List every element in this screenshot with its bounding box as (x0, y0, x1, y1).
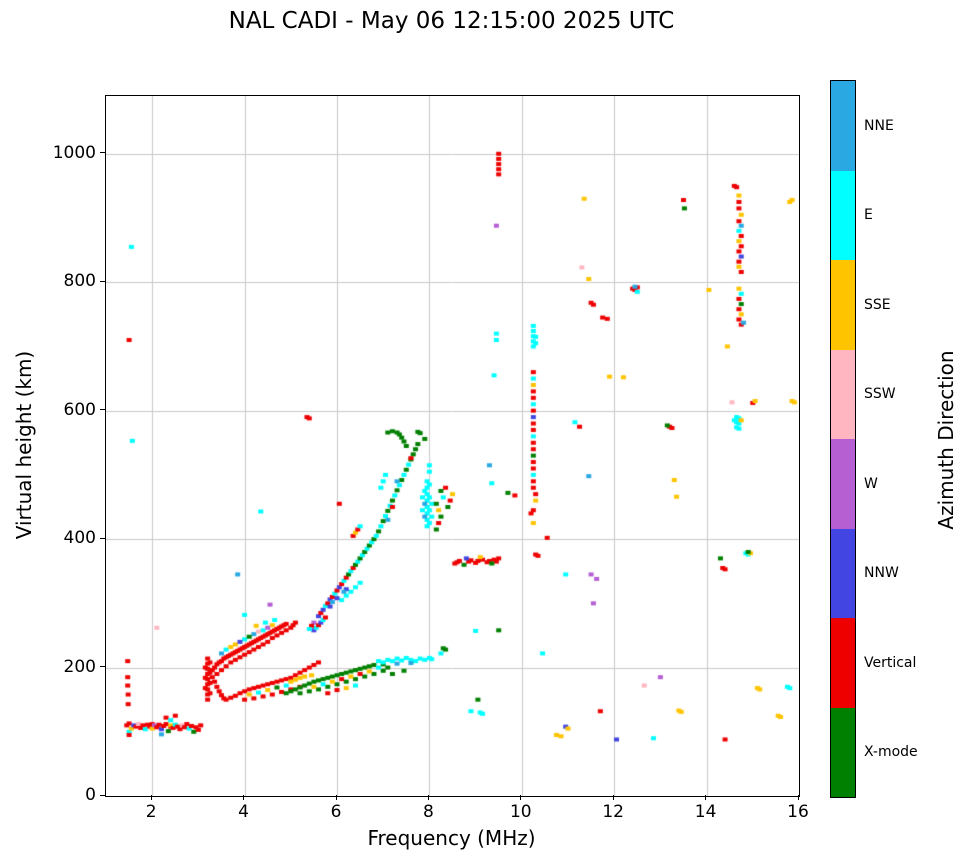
x-tick-label: 14 (694, 802, 717, 822)
colorbar-tick-label: Vertical (864, 654, 917, 671)
chart-title: NAL CADI - May 06 12:15:00 2025 UTC (228, 8, 675, 34)
x-tick-label: 10 (509, 802, 532, 822)
x-tick-label: 8 (422, 802, 434, 822)
y-tick-label: 600 (63, 399, 96, 420)
x-tick-mark (335, 795, 337, 800)
x-tick-label: 6 (330, 802, 342, 822)
colorbar-tick-label: SSW (864, 386, 896, 403)
x-tick-mark (612, 795, 614, 800)
plot-area (105, 95, 800, 797)
y-tick-mark (100, 537, 105, 539)
colorbar-segment-ssw (831, 349, 855, 439)
x-axis-label: Frequency (MHz) (367, 826, 536, 850)
y-axis-label: Virtual height (km) (12, 350, 36, 540)
x-tick-mark (705, 795, 707, 800)
y-tick-label: 0 (85, 785, 96, 805)
colorbar-segment-x-mode (831, 707, 855, 797)
colorbar-segment-nne (831, 81, 855, 171)
colorbar-segment-w (831, 439, 855, 529)
x-tick-label: 12 (602, 802, 625, 822)
colorbar-axis-label: Azimuth Direction (934, 350, 958, 530)
y-tick-mark (100, 280, 105, 282)
y-tick-mark (100, 794, 105, 796)
colorbar-segment-nnw (831, 528, 855, 618)
colorbar-tick-label: NNE (864, 117, 894, 134)
colorbar-tick-label: W (864, 475, 878, 492)
colorbar-tick-label: NNW (864, 565, 899, 582)
colorbar-tick-label: SSE (864, 296, 891, 313)
y-tick-mark (100, 666, 105, 668)
x-tick-mark (520, 795, 522, 800)
x-tick-mark (797, 795, 799, 800)
colorbar-segment-e (831, 170, 855, 260)
x-tick-mark (243, 795, 245, 800)
colorbar-tick-label: X-mode (864, 744, 918, 761)
x-tick-label: 16 (787, 802, 809, 822)
y-tick-label: 400 (63, 528, 96, 549)
colorbar-segment-sse (831, 260, 855, 350)
x-tick-mark (427, 795, 429, 800)
y-tick-label: 200 (63, 656, 96, 677)
x-tick-mark (150, 795, 152, 800)
y-tick-label: 800 (63, 271, 96, 292)
colorbar-segment-vertical (831, 618, 855, 708)
y-tick-label: 1000 (52, 142, 96, 163)
y-tick-mark (100, 409, 105, 411)
x-tick-label: 4 (238, 802, 250, 822)
y-tick-mark (100, 152, 105, 154)
colorbar-tick-label: E (864, 207, 873, 224)
ionogram-canvas (106, 96, 799, 796)
colorbar (830, 80, 856, 798)
x-tick-label: 2 (145, 802, 157, 822)
